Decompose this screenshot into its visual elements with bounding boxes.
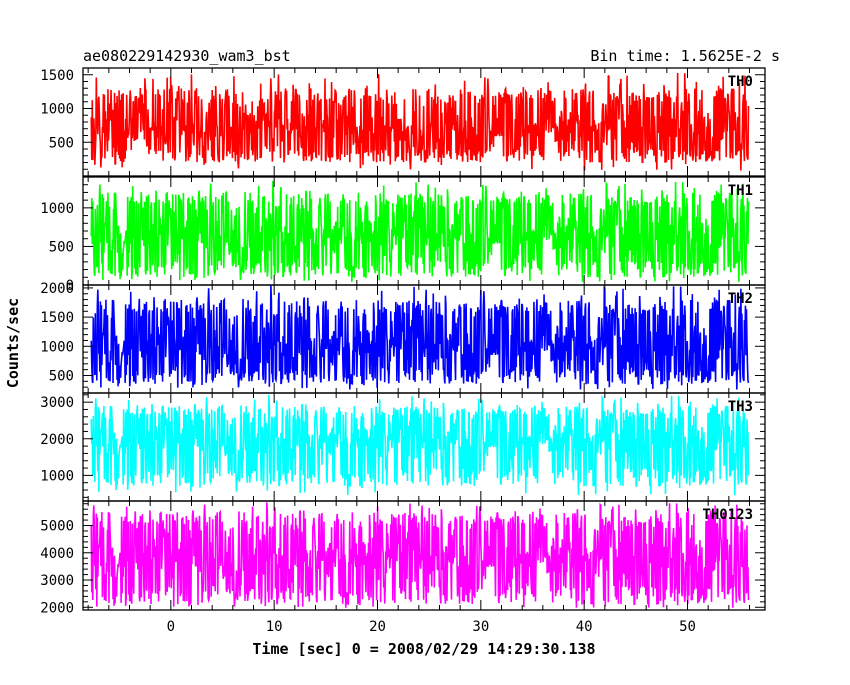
bin-time-label: Bin time: 1.5625E-2 s <box>590 47 780 65</box>
x-tick-label: 0 <box>167 619 175 635</box>
panel-label-th0123: TH0123 <box>702 507 753 523</box>
panel-th0123: 2000 3000 4000 5000 TH0123 <box>40 500 766 616</box>
panel-th0: 500 1000 1500 TH0 <box>40 67 766 177</box>
x-tick-label: 40 <box>576 619 593 635</box>
panel-frame <box>82 500 766 611</box>
series-line-th2 <box>90 285 750 390</box>
chart-title: ae080229142930_wam3_bst <box>83 47 291 65</box>
y-tick-label: 4000 <box>40 546 74 562</box>
y-tick-label: 5000 <box>40 519 74 535</box>
series-line-th3 <box>90 394 750 496</box>
y-tick-label: 1000 <box>40 102 74 118</box>
panel-label-th1: TH1 <box>728 183 753 199</box>
x-tick-label: 50 <box>679 619 696 635</box>
y-tick-label: 500 <box>49 135 74 151</box>
x-tick-label: 30 <box>472 619 489 635</box>
panel-label-th0: TH0 <box>728 74 753 90</box>
panel-th1: 0 500 1000 TH1 <box>40 176 766 294</box>
y-tick-label: 3000 <box>40 395 74 411</box>
x-tick-label: 10 <box>266 619 283 635</box>
y-tick-label: 500 <box>49 368 74 384</box>
y-tick-label: 1000 <box>40 201 74 217</box>
series-line-th0 <box>90 73 750 171</box>
y-tick-label: 2000 <box>40 432 74 448</box>
y-tick-label: 3000 <box>40 573 74 589</box>
panel-th2: 500 1000 1500 2000 TH2 <box>40 281 766 394</box>
y-tick-label: 2000 <box>40 281 74 297</box>
x-tick-label: 20 <box>369 619 386 635</box>
y-tick-label: 0 <box>66 278 74 294</box>
y-tick-label: 1000 <box>40 339 74 355</box>
y-tick-label: 1500 <box>40 68 74 84</box>
panel-label-th3: TH3 <box>728 399 753 415</box>
y-tick-label: 1000 <box>40 468 74 484</box>
y-tick-label: 2000 <box>40 600 74 616</box>
panel-label-th2: TH2 <box>728 291 753 307</box>
y-axis-title: Counts/sec <box>4 298 22 388</box>
panel-th3: 1000 2000 3000 TH3 <box>40 392 766 502</box>
y-tick-label: 500 <box>49 239 74 255</box>
series-line-th0123 <box>90 502 750 608</box>
x-axis-title: Time [sec] 0 = 2008/02/29 14:29:30.138 <box>252 640 595 658</box>
series-line-th1 <box>90 180 750 282</box>
y-tick-label: 1500 <box>40 310 74 326</box>
